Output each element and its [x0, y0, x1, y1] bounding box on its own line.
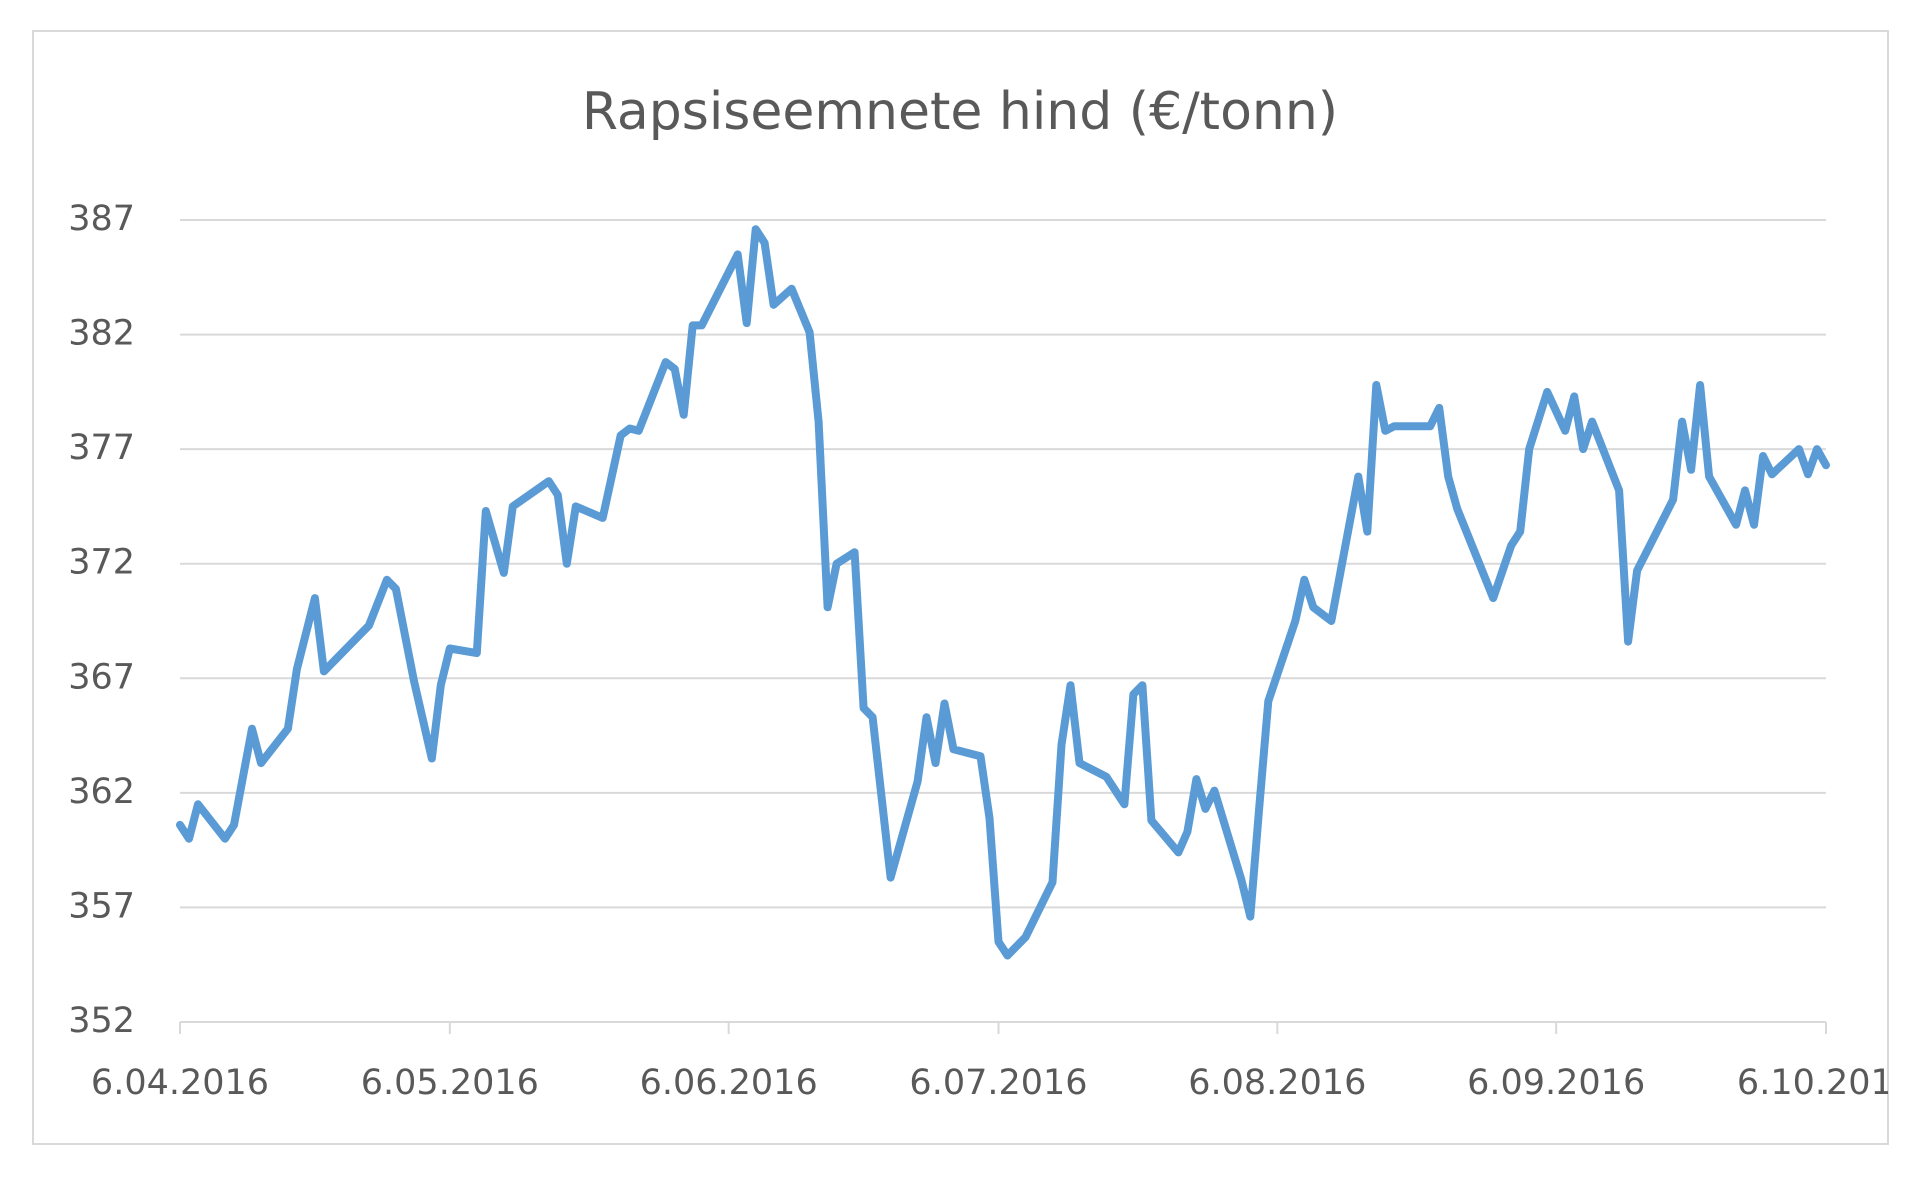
x-tick-label: 6.07.2016 — [909, 1063, 1087, 1103]
y-tick-label: 367 — [68, 657, 135, 697]
chart-border — [32, 30, 1889, 1145]
x-tick-label: 6.08.2016 — [1188, 1063, 1366, 1103]
y-tick-label: 377 — [68, 428, 135, 468]
x-tick-label: 6.10.2016 — [1737, 1063, 1915, 1103]
plot-area: 352 357 362 367 372 377 382 387 6.04.2016 6.05.20… — [68, 199, 1915, 1103]
x-tick-label: 6.05.2016 — [361, 1063, 539, 1103]
x-tick-label: 6.06.2016 — [640, 1063, 818, 1103]
chart-title: Rapsiseemnete hind (€/tonn) — [582, 82, 1338, 142]
y-tick-label: 362 — [68, 772, 135, 812]
y-tick-label: 372 — [68, 543, 135, 583]
y-tick-label: 387 — [68, 199, 135, 239]
price-line — [176, 225, 1830, 960]
y-tick-label: 352 — [68, 1001, 135, 1041]
y-tick-label: 357 — [68, 886, 135, 926]
y-tick-label: 382 — [68, 314, 135, 354]
x-tick-label: 6.04.2016 — [91, 1063, 269, 1103]
x-tick-label: 6.09.2016 — [1467, 1063, 1645, 1103]
